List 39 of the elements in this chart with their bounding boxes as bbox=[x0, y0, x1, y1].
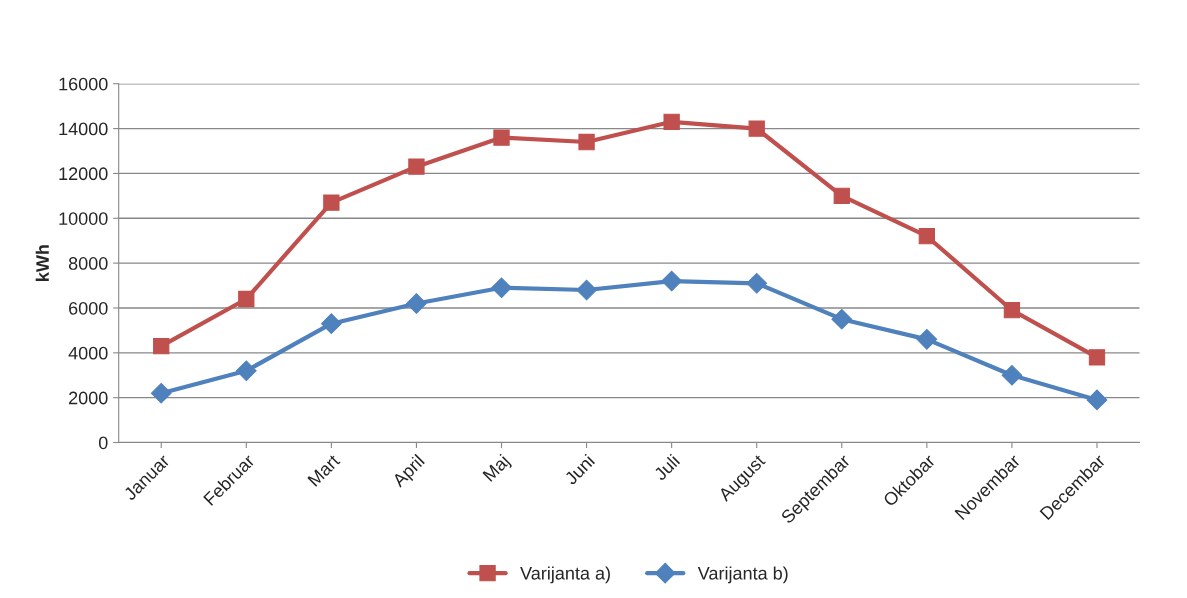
point bbox=[663, 113, 680, 130]
point bbox=[1088, 349, 1106, 366]
y-tick-label: 8000 bbox=[68, 257, 108, 270]
point bbox=[916, 329, 938, 350]
y-tick-label: 12000 bbox=[59, 167, 108, 181]
point bbox=[493, 129, 510, 146]
x-tick-label: Juni bbox=[563, 453, 596, 486]
point bbox=[918, 228, 936, 245]
point bbox=[153, 337, 170, 355]
y-tick-label: 10000 bbox=[59, 212, 108, 225]
point bbox=[323, 194, 340, 211]
point bbox=[408, 158, 425, 175]
point bbox=[1086, 389, 1108, 411]
legend-label: Varijanta a) bbox=[520, 566, 610, 584]
y-tick-label: 0 bbox=[98, 436, 108, 450]
point bbox=[150, 382, 172, 404]
x-tick-label: Maj bbox=[481, 453, 513, 485]
point bbox=[491, 277, 512, 299]
point bbox=[406, 293, 427, 314]
point bbox=[321, 313, 342, 335]
point bbox=[661, 270, 682, 292]
y-axis-title: kWh bbox=[35, 245, 49, 281]
point bbox=[578, 133, 595, 151]
y-tick-label: 4000 bbox=[68, 346, 108, 360]
point bbox=[238, 290, 255, 308]
legend-label: Varijanta b) bbox=[697, 566, 788, 584]
x-tick-label: Juli bbox=[652, 453, 681, 482]
point bbox=[1003, 302, 1021, 319]
y-tick-label: 14000 bbox=[59, 122, 108, 136]
y-tick-label: 6000 bbox=[69, 301, 108, 315]
point bbox=[746, 272, 768, 294]
point bbox=[1001, 364, 1023, 386]
point bbox=[831, 308, 853, 330]
point bbox=[748, 120, 765, 137]
y-tick-label: 2000 bbox=[69, 391, 108, 405]
y-tick-label: 16000 bbox=[59, 77, 108, 91]
point bbox=[576, 279, 597, 301]
point bbox=[833, 187, 850, 204]
point bbox=[235, 360, 257, 382]
